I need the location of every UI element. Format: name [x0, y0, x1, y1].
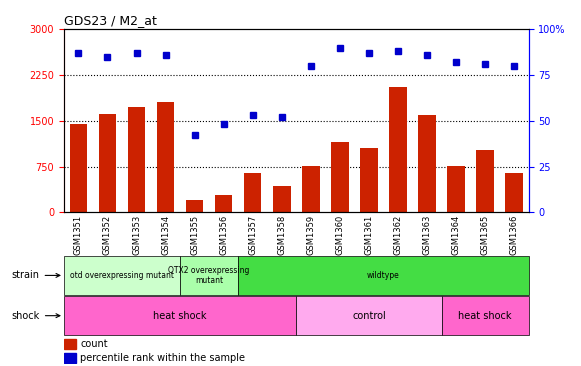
Bar — [64, 256, 180, 295]
Bar — [215, 195, 232, 212]
Bar — [296, 296, 442, 335]
Bar — [64, 340, 76, 349]
Bar — [99, 114, 116, 212]
Bar — [389, 87, 407, 212]
Text: shock: shock — [12, 311, 60, 321]
Bar — [331, 142, 349, 212]
Text: GDS23 / M2_at: GDS23 / M2_at — [64, 14, 157, 27]
Bar — [360, 147, 378, 212]
Bar — [273, 186, 290, 212]
Bar — [128, 107, 145, 212]
Bar — [476, 150, 494, 212]
Bar — [302, 166, 320, 212]
Text: wildtype: wildtype — [367, 271, 400, 280]
Text: heat shock: heat shock — [458, 311, 512, 321]
Text: count: count — [80, 339, 108, 350]
Bar — [64, 296, 296, 335]
Bar — [447, 166, 465, 212]
Bar — [244, 173, 261, 212]
Bar — [505, 173, 523, 212]
Text: strain: strain — [12, 270, 60, 280]
Text: OTX2 overexpressing
mutant: OTX2 overexpressing mutant — [168, 266, 250, 285]
Bar — [442, 296, 529, 335]
Bar — [186, 200, 203, 212]
Bar — [70, 124, 87, 212]
Bar — [180, 256, 238, 295]
Bar — [418, 115, 436, 212]
Bar — [157, 102, 174, 212]
Text: heat shock: heat shock — [153, 311, 207, 321]
Bar — [238, 256, 529, 295]
Text: control: control — [352, 311, 386, 321]
Text: percentile rank within the sample: percentile rank within the sample — [80, 353, 245, 363]
Bar — [64, 353, 76, 363]
Text: otd overexpressing mutant: otd overexpressing mutant — [70, 271, 174, 280]
